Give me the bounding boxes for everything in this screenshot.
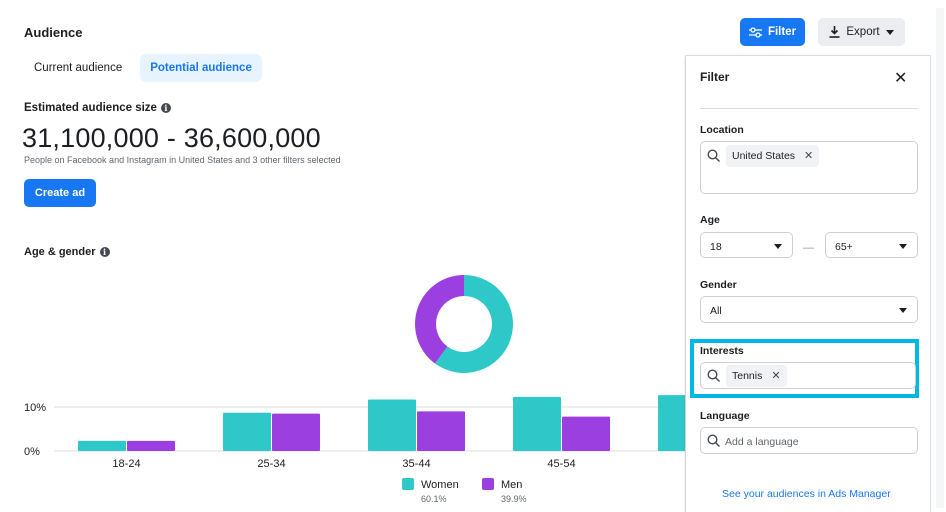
- tab-potential-audience[interactable]: Potential audience: [140, 54, 262, 82]
- gender-value: All: [710, 305, 722, 317]
- y-tick-label: 0%: [24, 446, 40, 458]
- close-icon[interactable]: ✕: [894, 70, 908, 87]
- search-icon: [707, 149, 720, 162]
- bar-women: [368, 399, 416, 451]
- donut-slice-men: [415, 275, 464, 364]
- search-icon: [707, 434, 720, 447]
- audience-tabs: Current audience Potential audience: [24, 54, 262, 82]
- chevron-down-icon: [885, 29, 894, 35]
- remove-icon[interactable]: ✕: [771, 370, 781, 382]
- audience-size-range: 31,100,000 - 36,600,000: [22, 123, 321, 153]
- x-tick-label: 35-44: [402, 458, 430, 470]
- ads-manager-link[interactable]: See your audiences in Ads Manager: [722, 488, 891, 500]
- donut-slice-women: [434, 275, 513, 373]
- age-max-select[interactable]: 65+: [825, 232, 918, 258]
- chevron-down-icon: [899, 244, 907, 249]
- age-range-separator: —: [803, 242, 814, 254]
- scrollbar[interactable]: [936, 8, 944, 508]
- x-tick-label: 25-34: [257, 458, 285, 470]
- info-icon[interactable]: i: [99, 247, 110, 257]
- tab-current-audience[interactable]: Current audience: [34, 62, 123, 74]
- age-max-value: 65+: [835, 241, 853, 253]
- divider: [700, 108, 918, 109]
- estimate-heading: Estimated audience size i: [24, 102, 171, 114]
- language-placeholder: Add a language: [725, 436, 799, 448]
- location-chip: United States ✕: [726, 145, 820, 167]
- age-gender-chart: 0%10%18-2425-3435-4445-5455-64Women60.1%…: [24, 275, 690, 504]
- bar-women: [658, 395, 690, 451]
- chevron-down-icon: [899, 308, 907, 313]
- bar-men: [127, 440, 175, 451]
- filter-button-label: Filter: [767, 26, 797, 38]
- export-button-label: Export: [846, 26, 880, 38]
- bar-men: [272, 413, 320, 451]
- search-icon: [707, 369, 720, 382]
- legend-swatch-men: [482, 478, 494, 490]
- y-tick-label: 10%: [24, 402, 46, 414]
- age-min-select[interactable]: 18: [700, 232, 793, 258]
- x-tick-label: 45-54: [547, 458, 575, 470]
- download-icon: [829, 26, 840, 38]
- interests-chip: Tennis ✕: [726, 365, 787, 387]
- estimate-label: Estimated audience size: [24, 102, 157, 114]
- gender-label: Gender: [700, 279, 737, 291]
- remove-icon[interactable]: ✕: [804, 150, 814, 162]
- x-tick-label: 18-24: [112, 458, 140, 470]
- filter-panel-title: Filter: [700, 70, 730, 84]
- location-label: Location: [700, 124, 744, 136]
- interests-field[interactable]: Tennis ✕: [700, 362, 916, 389]
- location-chip-label: United States: [732, 150, 796, 162]
- bar-women: [223, 412, 271, 451]
- audience-size-subtitle: People on Facebook and Instagram in Unit…: [24, 155, 341, 165]
- age-label: Age: [700, 214, 720, 226]
- interests-highlight: [690, 339, 919, 398]
- filter-panel: Filter ✕ Location United States ✕ Age 18…: [686, 56, 930, 512]
- legend-percent: 60.1%: [421, 494, 447, 504]
- interests-label: Interests: [700, 345, 744, 357]
- legend-label: Women: [421, 479, 459, 491]
- bar-women: [513, 396, 561, 451]
- page-title: Audience: [24, 25, 83, 40]
- legend-label: Men: [501, 479, 522, 491]
- age-gender-label: Age & gender: [24, 246, 96, 258]
- bar-men: [562, 416, 610, 451]
- info-icon[interactable]: i: [160, 103, 171, 113]
- legend-swatch-women: [402, 478, 414, 490]
- bar-men: [417, 411, 465, 451]
- sliders-icon: [748, 26, 762, 38]
- location-field[interactable]: United States ✕: [700, 141, 918, 194]
- filter-button[interactable]: Filter: [740, 18, 805, 46]
- export-button[interactable]: Export: [818, 18, 905, 46]
- bar-women: [78, 440, 126, 451]
- chevron-down-icon: [774, 244, 782, 249]
- legend-percent: 39.9%: [501, 494, 527, 504]
- create-ad-button[interactable]: Create ad: [24, 179, 96, 207]
- age-min-value: 18: [710, 241, 722, 253]
- interests-chip-label: Tennis: [732, 370, 763, 382]
- age-gender-heading: Age & gender i: [24, 246, 110, 258]
- language-field[interactable]: Add a language: [700, 427, 918, 454]
- language-label: Language: [700, 410, 750, 422]
- gender-select[interactable]: All: [700, 296, 918, 323]
